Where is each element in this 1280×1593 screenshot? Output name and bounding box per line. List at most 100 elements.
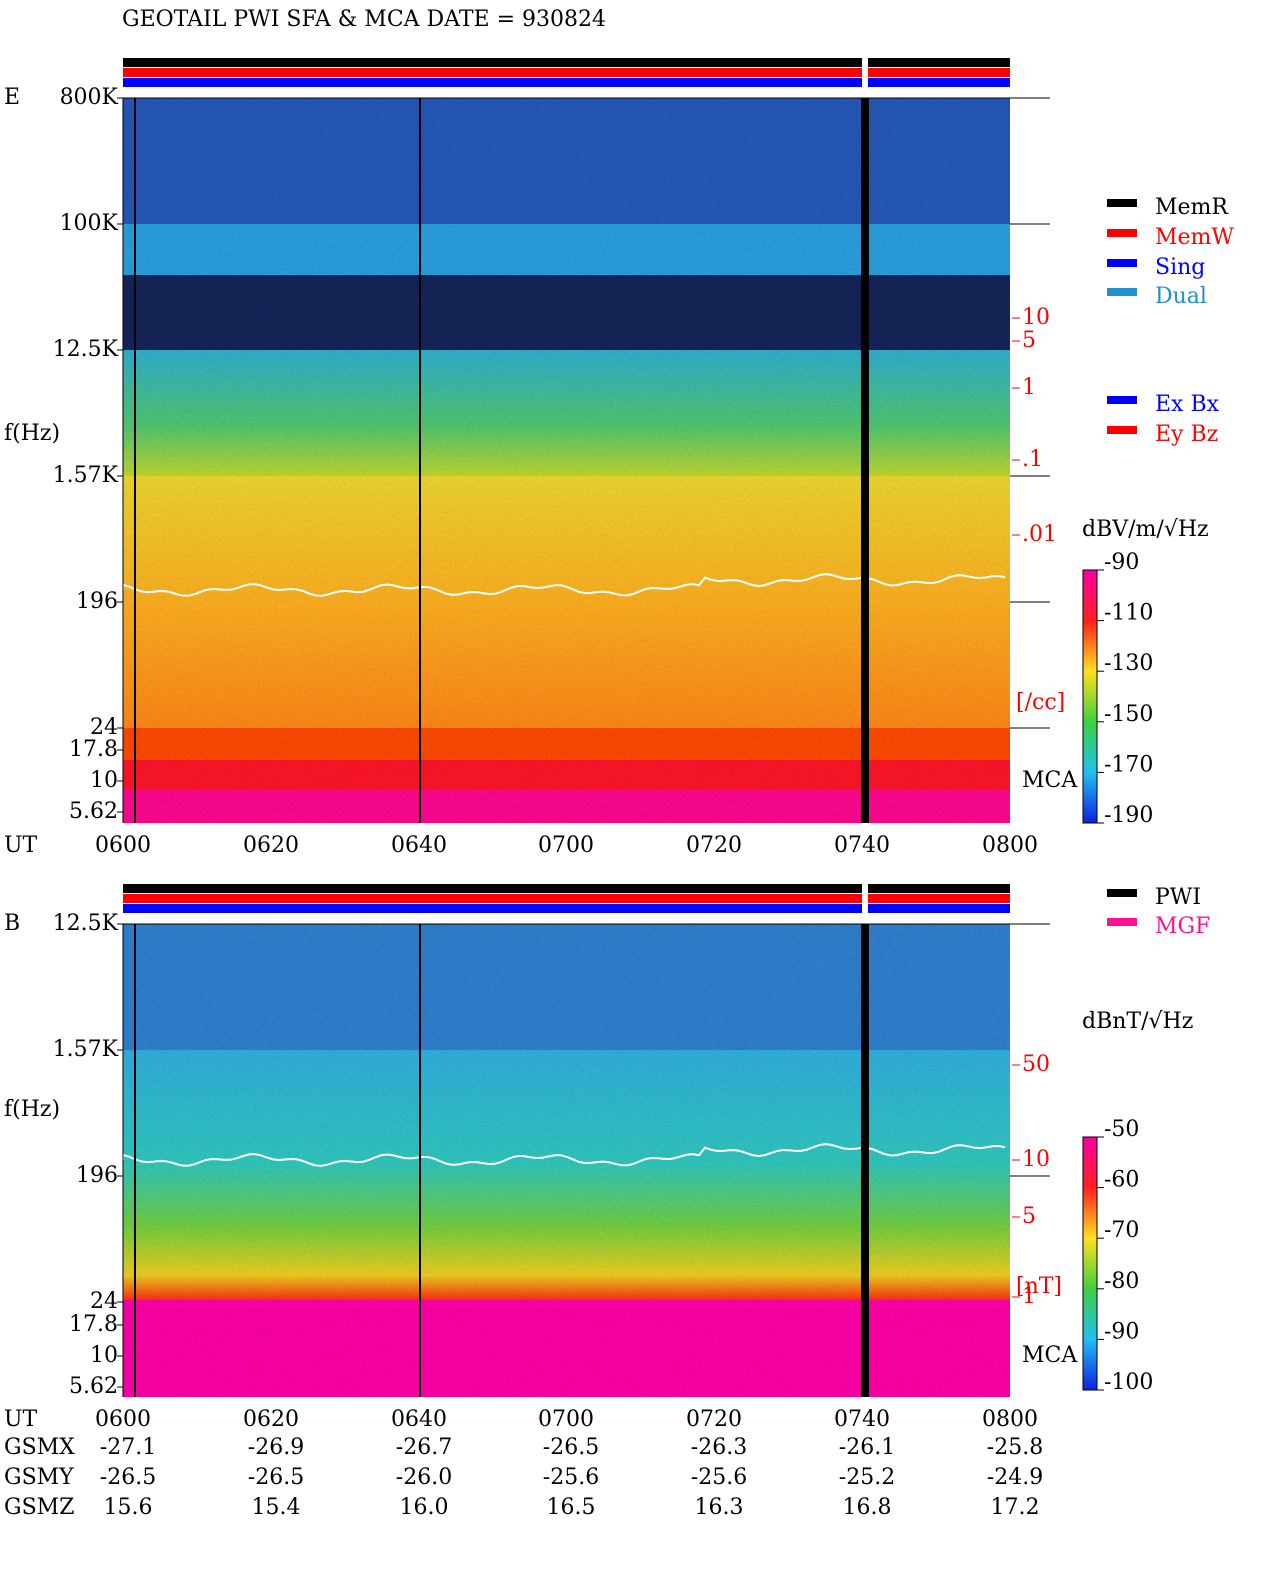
orbit-value: -25.6 bbox=[691, 1465, 747, 1490]
freq-tick-label: 196 bbox=[76, 1163, 118, 1188]
spectrogram-noise bbox=[123, 924, 1010, 1397]
legend-swatch bbox=[1107, 199, 1137, 207]
orbit-value: 16.8 bbox=[843, 1495, 892, 1520]
colorbar-tick-label: -170 bbox=[1104, 752, 1153, 777]
orbit-value: -25.2 bbox=[839, 1465, 895, 1490]
orbit-row-label: GSMY bbox=[4, 1465, 74, 1490]
time-tick-label: 0600 bbox=[95, 1407, 151, 1432]
panel-label: B bbox=[4, 911, 20, 936]
freq-tick-label: 24 bbox=[90, 1289, 118, 1314]
freq-tick-label: 800K bbox=[60, 85, 119, 110]
legend-label: Ex Bx bbox=[1155, 392, 1220, 417]
orbit-value: 15.4 bbox=[252, 1495, 301, 1520]
time-tick-label: 0800 bbox=[982, 833, 1038, 858]
density-tick-label: 5 bbox=[1022, 1204, 1036, 1229]
y-axis-label: f(Hz) bbox=[4, 421, 60, 446]
orbit-value: -26.5 bbox=[543, 1435, 599, 1460]
freq-tick-label: 17.8 bbox=[69, 1312, 118, 1337]
orbit-value: -26.1 bbox=[839, 1435, 895, 1460]
density-tick-label: 1 bbox=[1022, 1284, 1036, 1309]
time-tick-label: 0640 bbox=[391, 1407, 447, 1432]
status-gap bbox=[862, 884, 868, 913]
legend-swatch bbox=[1107, 918, 1137, 926]
orbit-row-label: GSMZ bbox=[4, 1495, 74, 1520]
colorbar bbox=[1082, 1136, 1098, 1391]
status-gap bbox=[862, 58, 868, 87]
legend-label: Dual bbox=[1155, 284, 1207, 309]
orbit-value: -26.7 bbox=[396, 1435, 452, 1460]
legend-swatch bbox=[1107, 229, 1137, 237]
time-label: UT bbox=[4, 833, 38, 858]
colorbar-tick-label: -80 bbox=[1104, 1269, 1139, 1294]
colorbar-label: dBV/m/√Hz bbox=[1082, 517, 1209, 542]
plasma-trace bbox=[122, 1143, 1006, 1167]
time-tick-label: 0620 bbox=[243, 833, 299, 858]
density-tick-label: 10 bbox=[1022, 305, 1050, 330]
freq-tick-label: 10 bbox=[90, 1343, 118, 1368]
time-tick-label: 0800 bbox=[982, 1407, 1038, 1432]
colorbar-tick-label: -90 bbox=[1104, 550, 1139, 575]
status-bar bbox=[123, 894, 1010, 903]
freq-tick-label: 100K bbox=[60, 211, 119, 236]
density-tick-label: .01 bbox=[1022, 522, 1057, 547]
legend-label: Sing bbox=[1155, 255, 1205, 280]
density-tick-label: 50 bbox=[1022, 1052, 1050, 1077]
orbit-value: 16.5 bbox=[547, 1495, 596, 1520]
orbit-value: 16.3 bbox=[695, 1495, 744, 1520]
colorbar-tick-label: -110 bbox=[1104, 601, 1153, 626]
colorbar-tick-label: -60 bbox=[1104, 1168, 1139, 1193]
freq-tick-label: 5.62 bbox=[69, 1374, 118, 1399]
density-tick-label: .1 bbox=[1022, 447, 1043, 472]
legend-label: Ey Bz bbox=[1155, 422, 1218, 447]
status-bar bbox=[123, 58, 1010, 67]
orbit-value: -26.3 bbox=[691, 1435, 747, 1460]
density-tick-label: 1 bbox=[1022, 375, 1036, 400]
colorbar-label: dBnT/√Hz bbox=[1082, 1009, 1193, 1034]
orbit-value: -25.8 bbox=[987, 1435, 1043, 1460]
panel-label: E bbox=[4, 85, 20, 110]
colorbar-tick-label: -90 bbox=[1104, 1319, 1139, 1344]
orbit-value: 17.2 bbox=[991, 1495, 1040, 1520]
freq-tick-label: 12.5K bbox=[53, 337, 119, 362]
density-unit: [/cc] bbox=[1016, 690, 1065, 715]
freq-tick-label: 1.57K bbox=[53, 463, 119, 488]
orbit-value: -26.9 bbox=[248, 1435, 304, 1460]
colorbar-tick-label: -130 bbox=[1104, 651, 1153, 676]
freq-tick-label: 1.57K bbox=[53, 1037, 119, 1062]
colorbar-tick-label: -100 bbox=[1104, 1370, 1153, 1395]
colorbar-tick-label: -50 bbox=[1104, 1117, 1139, 1142]
status-bar bbox=[123, 884, 1010, 893]
time-tick-label: 0700 bbox=[538, 1407, 594, 1432]
density-unit: [nT] bbox=[1016, 1274, 1062, 1299]
status-bar bbox=[123, 68, 1010, 77]
legend-swatch bbox=[1107, 426, 1137, 434]
orbit-row-label: GSMX bbox=[4, 1435, 75, 1460]
time-tick-label: 0640 bbox=[391, 833, 447, 858]
legend-swatch bbox=[1107, 288, 1137, 296]
time-tick-label: 0740 bbox=[834, 1407, 890, 1432]
colorbar-tick-label: -70 bbox=[1104, 1218, 1139, 1243]
freq-tick-label: 24 bbox=[90, 715, 118, 740]
orbit-value: -25.6 bbox=[543, 1465, 599, 1490]
data-gap bbox=[861, 98, 869, 823]
time-tick-label: 0620 bbox=[243, 1407, 299, 1432]
colorbar-tick-label: -150 bbox=[1104, 702, 1153, 727]
legend-label: MemW bbox=[1155, 225, 1234, 250]
orbit-value: 15.6 bbox=[104, 1495, 153, 1520]
time-tick-label: 0600 bbox=[95, 833, 151, 858]
mca-label: MCA bbox=[1022, 1343, 1078, 1368]
data-gap bbox=[861, 924, 869, 1397]
title: GEOTAIL PWI SFA & MCA DATE = 930824 bbox=[122, 7, 606, 32]
y-axis-label: f(Hz) bbox=[4, 1097, 60, 1122]
plasma-trace bbox=[122, 573, 1006, 597]
time-tick-label: 0720 bbox=[686, 833, 742, 858]
legend-swatch bbox=[1107, 396, 1137, 404]
time-label: UT bbox=[4, 1407, 38, 1432]
orbit-value: -26.0 bbox=[396, 1465, 452, 1490]
freq-tick-label: 10 bbox=[90, 768, 118, 793]
freq-tick-label: 12.5K bbox=[53, 911, 119, 936]
orbit-value: -26.5 bbox=[248, 1465, 304, 1490]
freq-tick-label: 5.62 bbox=[69, 799, 118, 824]
mca-label: MCA bbox=[1022, 768, 1078, 793]
